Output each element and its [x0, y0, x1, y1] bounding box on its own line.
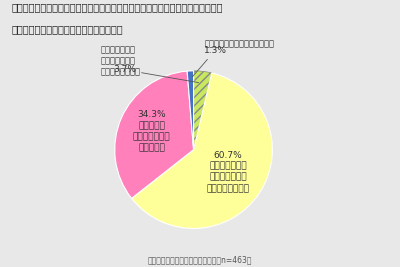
Wedge shape	[132, 73, 272, 229]
Text: 大切にしようとは考えていない: 大切にしようとは考えていない	[204, 39, 274, 48]
Wedge shape	[115, 71, 194, 198]
Text: 大切にしようと
考えているが、
例年ほどではない: 大切にしようと 考えているが、 例年ほどではない	[100, 45, 140, 77]
Text: 60.7%
大切にしようと
考えているが、
例年と同じぐらい: 60.7% 大切にしようと 考えているが、 例年と同じぐらい	[207, 151, 250, 193]
Text: 例年と比較して、今年はご家族と過ごす時間を大切にしようと考えていますか。: 例年と比較して、今年はご家族と過ごす時間を大切にしようと考えていますか。	[12, 3, 224, 13]
Text: 1.3%: 1.3%	[192, 46, 227, 77]
Text: 【サマータイム導入＋導入予定者の割合】: 【サマータイム導入＋導入予定者の割合】	[12, 24, 124, 34]
Text: 34.3%
例年以上に
大切にしようと
考えている: 34.3% 例年以上に 大切にしようと 考えている	[133, 110, 170, 152]
Text: 3.7%: 3.7%	[113, 65, 199, 83]
Wedge shape	[194, 71, 212, 150]
Wedge shape	[187, 71, 194, 150]
Text: （サマータイム導入＋導入予定者　n=463）: （サマータイム導入＋導入予定者 n=463）	[148, 255, 252, 264]
